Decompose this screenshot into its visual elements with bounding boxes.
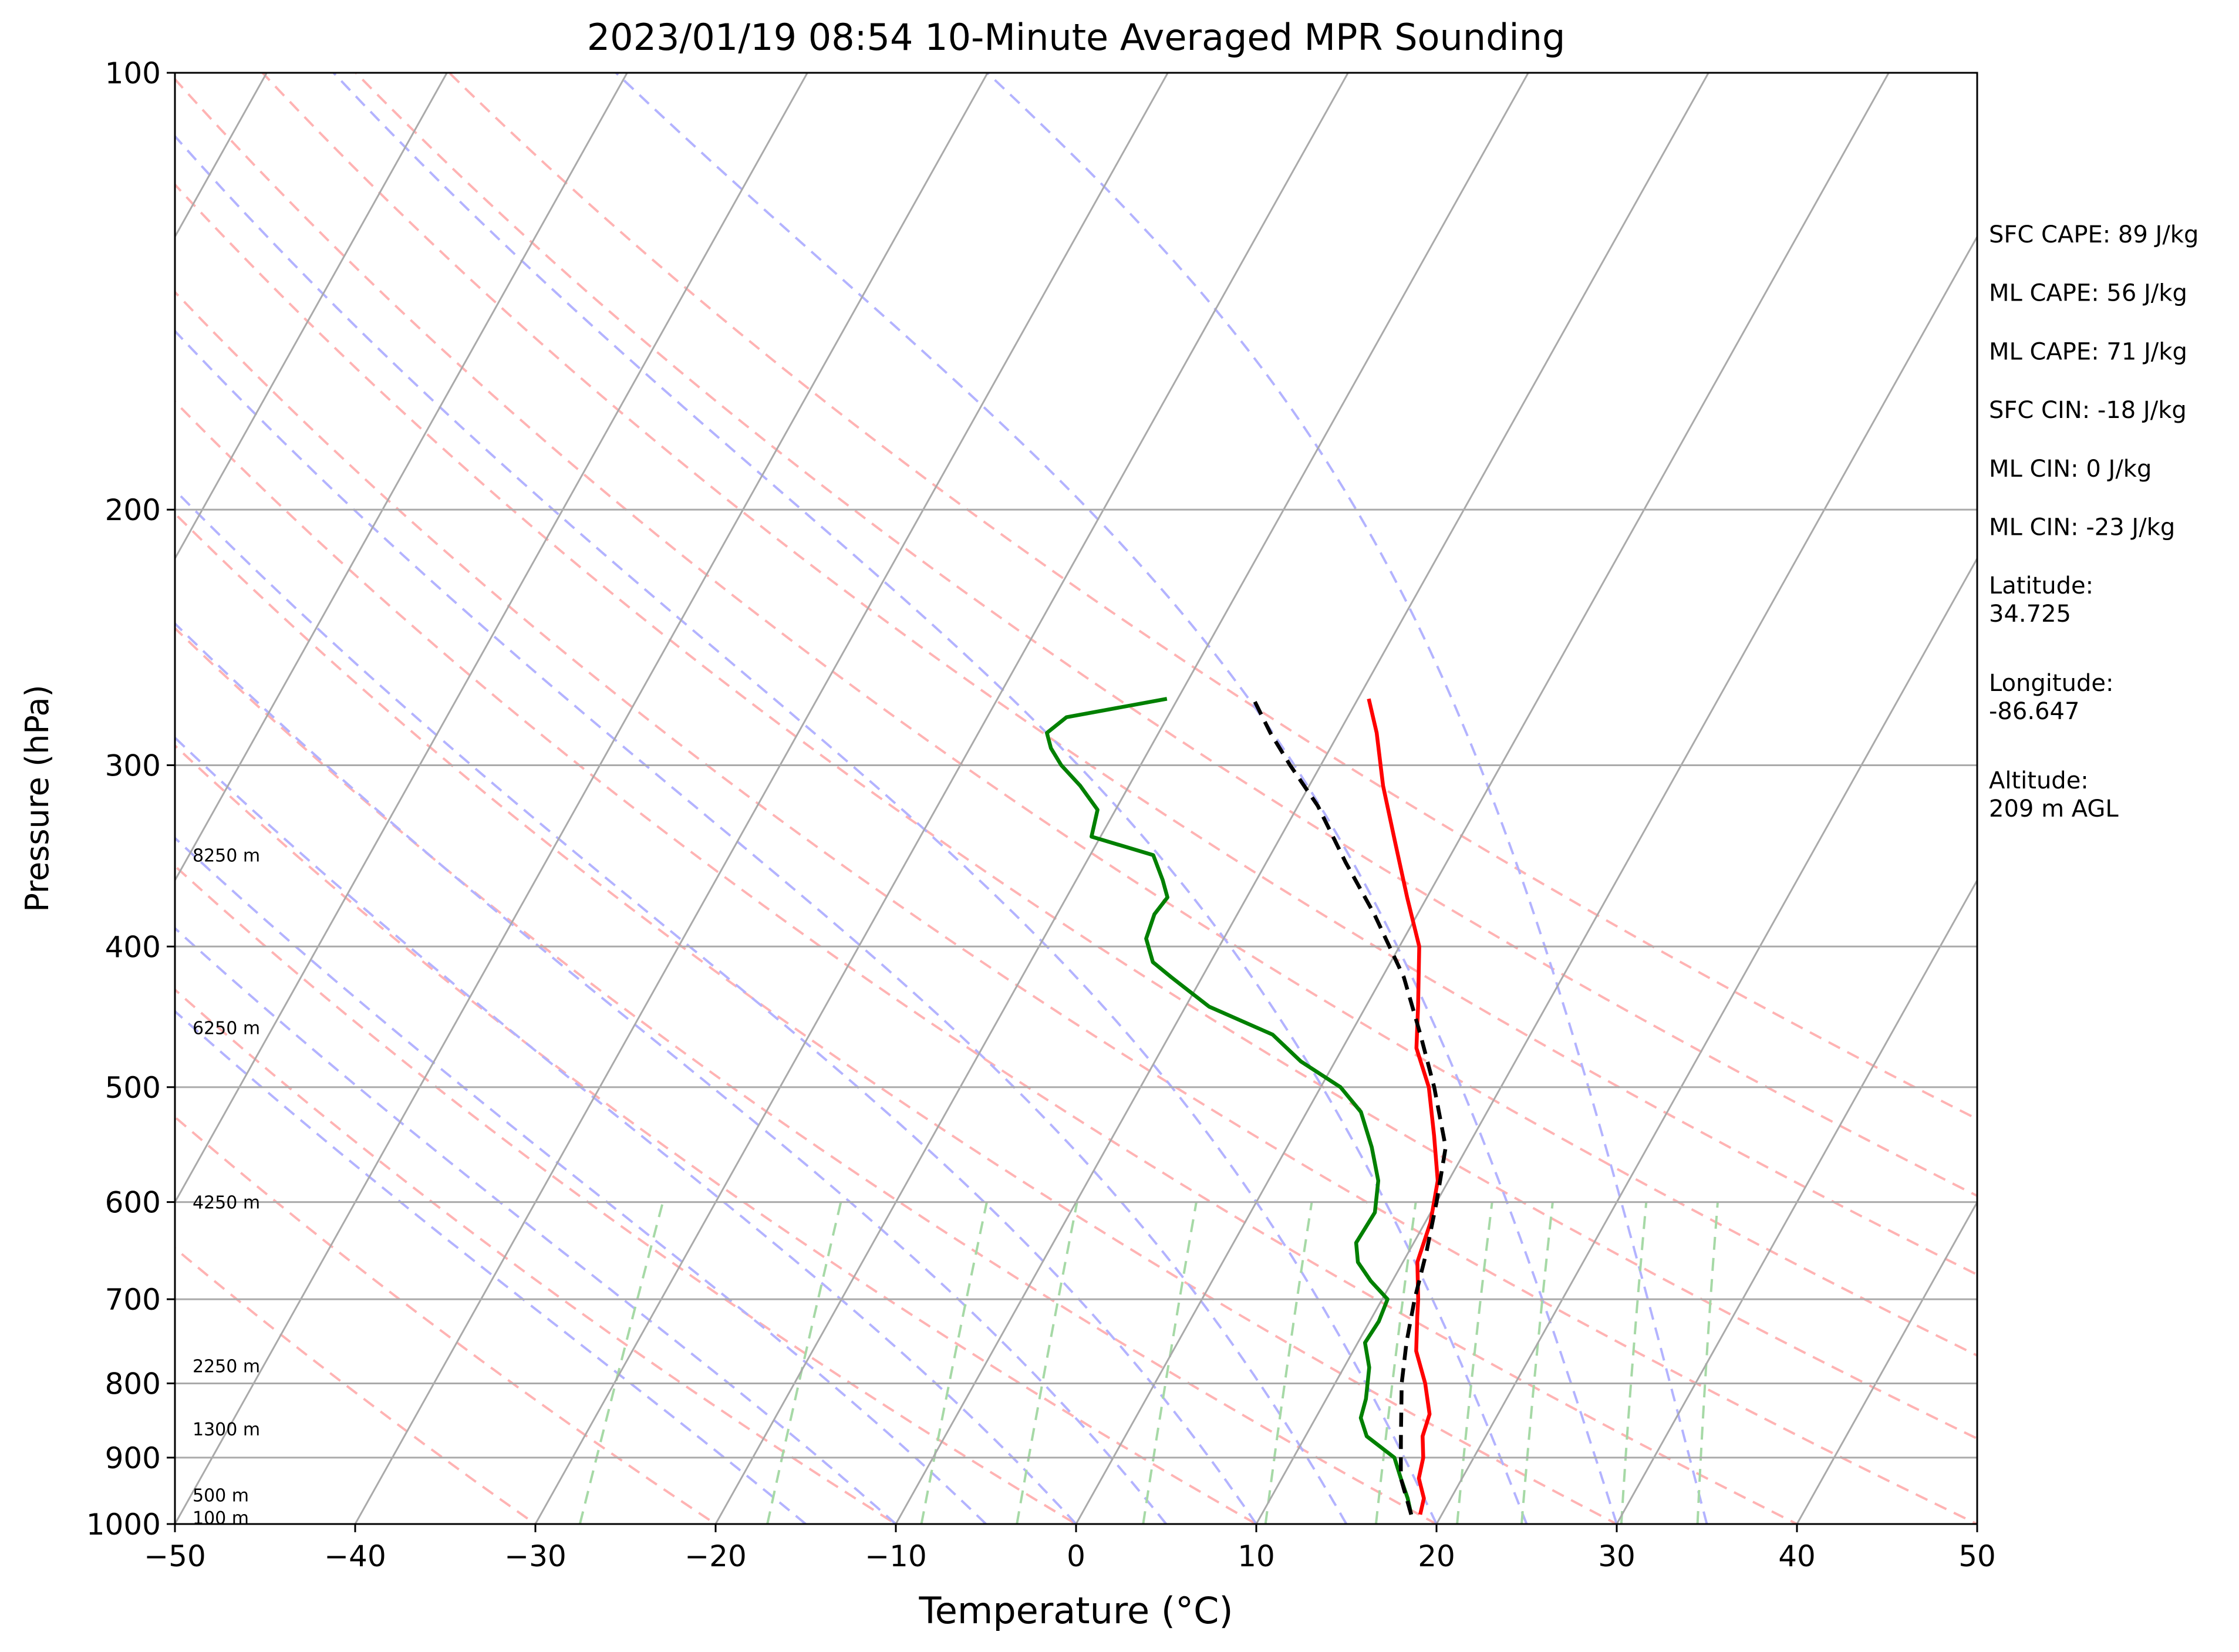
y-tick-label: 400 bbox=[105, 930, 161, 964]
moist-adiabat-line bbox=[175, 926, 897, 1524]
annotation-text: ML CIN: 0 J/kg bbox=[1989, 456, 2152, 483]
height-label: 500 m bbox=[193, 1486, 249, 1506]
y-tick-label: 700 bbox=[105, 1283, 161, 1317]
background-lines bbox=[175, 73, 1977, 1524]
x-tick-label: 30 bbox=[1598, 1539, 1636, 1573]
y-tick-label: 100 bbox=[105, 56, 161, 90]
annotation-text: Latitude: 34.725 bbox=[1989, 572, 2093, 628]
x-tick-label: −30 bbox=[504, 1539, 567, 1573]
moist-adiabat-line bbox=[175, 622, 1168, 1524]
annotation-text: Longitude: -86.647 bbox=[1989, 670, 2113, 725]
temperature-line bbox=[1367, 698, 1440, 1515]
parcel-line bbox=[1252, 697, 1448, 1515]
x-tick-label: −40 bbox=[324, 1539, 386, 1573]
height-label: 1300 m bbox=[193, 1420, 260, 1440]
x-tick-label: 40 bbox=[1778, 1539, 1816, 1573]
isotherm-line bbox=[714, 73, 1529, 1524]
dry-adiabat-line bbox=[175, 1115, 718, 1524]
dry-adiabat-line bbox=[448, 73, 1977, 1121]
grid-lines bbox=[175, 73, 1977, 1524]
dry-adiabat-line bbox=[261, 73, 1977, 1276]
annotations-panel: SFC CAPE: 89 J/kg ML CAPE: 56 J/kg ML CAPE… bbox=[1989, 221, 2198, 822]
x-tick-label: −20 bbox=[684, 1539, 747, 1573]
dry-adiabat-line bbox=[175, 183, 1977, 1440]
isotherm-line bbox=[1796, 1200, 1977, 1524]
dry-adiabat-line bbox=[175, 512, 1620, 1524]
mixing-ratio-line bbox=[578, 1202, 665, 1524]
y-tick-label: 800 bbox=[105, 1367, 161, 1401]
annotation-text: ML CIN: -23 J/kg bbox=[1989, 514, 2175, 541]
isotherm-line bbox=[175, 73, 628, 882]
moist-adiabat-line bbox=[175, 134, 1438, 1524]
isotherm-line bbox=[175, 73, 808, 1204]
mixing-ratio-line bbox=[1620, 1202, 1648, 1524]
mixing-ratio-line bbox=[1016, 1202, 1078, 1524]
mixing-ratio-line bbox=[920, 1202, 988, 1524]
isotherm-line bbox=[1435, 557, 1977, 1524]
moist-adiabat-line bbox=[175, 329, 1348, 1524]
mixing-ratio-line bbox=[1456, 1202, 1493, 1524]
y-tick-label: 300 bbox=[105, 749, 161, 783]
dry-adiabat-line bbox=[175, 77, 1977, 1357]
series-lines bbox=[1045, 697, 1448, 1515]
dewpoint-line bbox=[1045, 697, 1414, 1515]
mixing-ratio-line bbox=[1520, 1202, 1554, 1524]
x-tick-label: 0 bbox=[1067, 1539, 1085, 1573]
dry-adiabat-line bbox=[175, 290, 1977, 1524]
annotation-text: Altitude: 209 m AGL bbox=[1989, 767, 2119, 822]
annotation-text: ML CAPE: 71 J/kg bbox=[1989, 338, 2187, 365]
y-axis-label: Pressure (hPa) bbox=[19, 685, 56, 912]
moist-adiabat-line bbox=[332, 73, 1528, 1524]
x-tick-label: −10 bbox=[865, 1539, 927, 1573]
moist-adiabat-line bbox=[175, 488, 1257, 1524]
dry-adiabat-line bbox=[175, 744, 1259, 1524]
dry-adiabat-line bbox=[175, 988, 898, 1524]
isotherm-line bbox=[1075, 73, 1890, 1524]
moist-adiabat-line bbox=[615, 73, 1618, 1524]
chart-title: 2023/01/19 08:54 10-Minute Averaged MPR … bbox=[587, 16, 1566, 59]
y-tick-label: 200 bbox=[105, 493, 161, 527]
mixing-ratio-line bbox=[1374, 1202, 1417, 1524]
x-tick-label: −50 bbox=[144, 1539, 206, 1573]
mixing-ratio-line bbox=[1142, 1202, 1198, 1524]
height-label: 8250 m bbox=[193, 846, 260, 867]
y-tick-label: 900 bbox=[105, 1441, 161, 1475]
height-label: 2250 m bbox=[193, 1357, 260, 1377]
isotherm-line bbox=[534, 73, 1349, 1524]
isotherm-line bbox=[175, 73, 448, 561]
isotherm-line bbox=[175, 73, 989, 1524]
mixing-ratio-line bbox=[766, 1202, 842, 1524]
x-tick-label: 50 bbox=[1958, 1539, 1996, 1573]
height-label: 4250 m bbox=[193, 1193, 260, 1213]
annotation-text: SFC CAPE: 89 J/kg bbox=[1989, 221, 2198, 248]
annotation-text: ML CAPE: 56 J/kg bbox=[1989, 280, 2187, 307]
isotherm-line bbox=[1616, 878, 1977, 1524]
dry-adiabat-line bbox=[175, 400, 1800, 1524]
mixing-ratio-line bbox=[1696, 1202, 1719, 1524]
isotherm-line bbox=[354, 73, 1169, 1524]
height-label: 6250 m bbox=[193, 1019, 260, 1039]
y-tick-label: 500 bbox=[105, 1071, 161, 1105]
annotation-text: SFC CIN: -18 J/kg bbox=[1989, 397, 2187, 424]
y-tick-label: 1000 bbox=[86, 1508, 161, 1542]
moist-adiabat-line bbox=[175, 836, 987, 1524]
moist-adiabat-line bbox=[986, 73, 1708, 1524]
x-tick-label: 10 bbox=[1237, 1539, 1275, 1573]
height-label: 100 m bbox=[193, 1508, 249, 1529]
y-tick-label: 600 bbox=[105, 1186, 161, 1220]
moist-adiabat-line bbox=[175, 1009, 807, 1524]
x-axis-label: Temperature (°C) bbox=[918, 1589, 1233, 1632]
isotherm-line bbox=[1255, 235, 1977, 1524]
mixing-ratio-line bbox=[1264, 1202, 1313, 1524]
x-tick-label: 20 bbox=[1418, 1539, 1455, 1573]
isotherm-line bbox=[895, 73, 1709, 1524]
dry-adiabat-line bbox=[175, 1246, 538, 1524]
